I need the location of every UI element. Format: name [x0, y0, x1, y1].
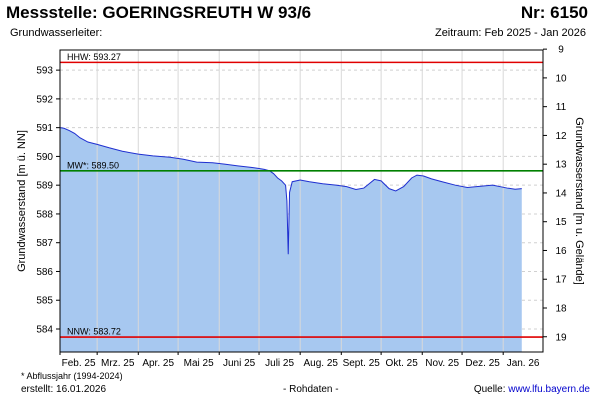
y2-tick-label: 15	[555, 217, 567, 228]
y-tick-label: 588	[36, 209, 53, 220]
y2-tick-label: 18	[555, 303, 567, 314]
month-separators	[96, 50, 504, 352]
y-tick-label: 586	[36, 267, 53, 278]
y-tick-label: 593	[36, 66, 53, 77]
x-tick-label: Dez. 25	[465, 358, 500, 369]
x-tick-label: Mai 25	[184, 358, 214, 369]
series-line	[59, 127, 522, 255]
y-tick-label: 589	[36, 181, 53, 192]
reference-lines: HHW: 593.27 MW*: 589.50 NNW: 583.72	[60, 52, 543, 338]
chart-title: Messstelle: GOERINGSREUTH W 93/6	[6, 3, 312, 22]
reference-label: NNW: 583.72	[67, 327, 121, 337]
y2-tick-label: 12	[555, 131, 567, 142]
y2-tick-label: 9	[558, 45, 564, 56]
station-number: Nr: 6150	[520, 3, 588, 22]
x-tick-label: Nov. 25	[425, 358, 459, 369]
y-tick-label: 590	[36, 152, 53, 163]
x-tick-label: Aug. 25	[303, 358, 338, 369]
y-tick-label: 587	[36, 238, 53, 249]
y-tick-label: 584	[36, 324, 53, 335]
footnote: * Abflussjahr (1994-2024)	[21, 371, 123, 381]
y-tick-label: 592	[36, 94, 53, 105]
y2-tick-label: 14	[555, 188, 567, 199]
x-tick-label: Jan. 26	[507, 358, 540, 369]
period-label: Zeitraum: Feb 2025 - Jan 2026	[434, 27, 586, 39]
reference-label: MW*: 589.50	[67, 160, 119, 170]
y-axis-right: 9 10 11 12 13 14 15 16 17 18 19	[543, 45, 567, 343]
source-label: Quelle:	[473, 384, 509, 395]
y2-axis-label: Grundwasserstand [m u. Gelände]	[573, 117, 585, 285]
x-tick-label: Sept. 25	[343, 358, 381, 369]
x-tick-label: Mrz. 25	[101, 358, 135, 369]
source: Quelle: www.lfu.bayern.de	[474, 384, 590, 395]
plot-border	[59, 49, 544, 353]
y2-tick-label: 10	[555, 73, 567, 84]
y2-tick-label: 13	[555, 160, 567, 171]
reference-label: HHW: 593.27	[67, 52, 121, 62]
y-axis-label: Grundwasserstand [m ü. NN]	[16, 130, 28, 272]
x-axis: Feb. 25 Mrz. 25 Apr. 25 Mai 25 Juni 25 Juli 2…	[59, 352, 540, 369]
y2-tick-label: 17	[555, 275, 567, 286]
y-axis-left: 584 585 586 587 588 589 590 591 592 593	[36, 66, 60, 335]
y2-tick-label: 11	[556, 102, 567, 113]
y-tick-label: 591	[36, 123, 53, 134]
x-tick-label: Apr. 25	[142, 358, 174, 369]
aquifer-label: Grundwasserleiter:	[10, 27, 103, 39]
source-link[interactable]: www.lfu.bayern.de	[508, 384, 590, 395]
rawdata-note: - Rohdaten -	[283, 384, 339, 395]
created-date: erstellt: 16.01.2026	[21, 384, 107, 395]
y2-tick-label: 16	[555, 246, 567, 257]
x-tick-label: Okt. 25	[386, 358, 419, 369]
y2-tick-label: 19	[555, 332, 567, 343]
x-tick-label: Juli 25	[265, 358, 294, 369]
y-tick-label: 585	[36, 296, 53, 307]
x-tick-label: Feb. 25	[62, 358, 96, 369]
x-tick-label: Juni 25	[223, 358, 256, 369]
